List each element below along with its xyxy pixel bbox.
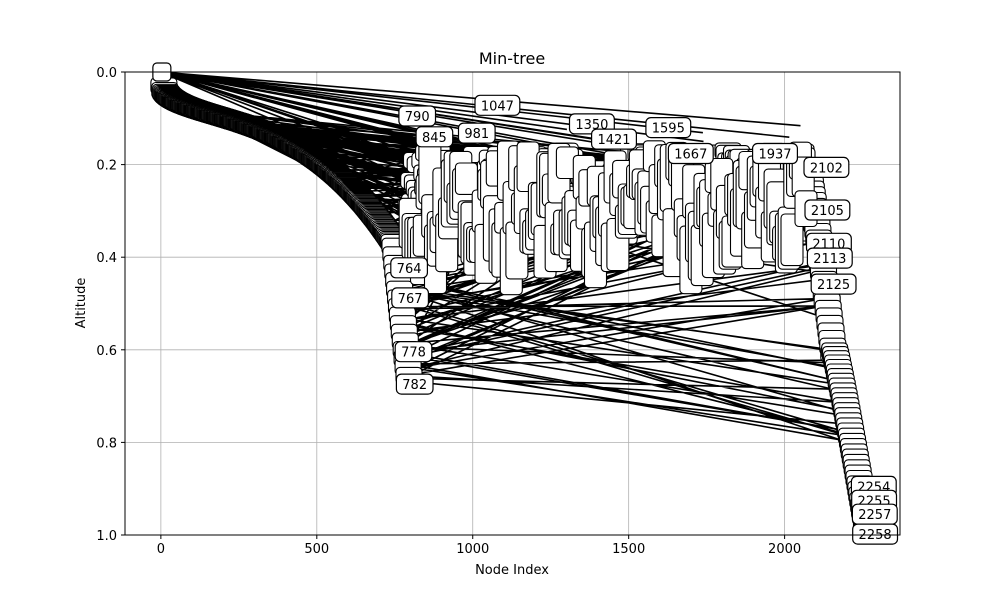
- node-label-box: [457, 122, 496, 144]
- node-label-box: [394, 341, 433, 363]
- node-label-2258: 2258: [852, 523, 899, 545]
- node-label-text: 1595: [652, 122, 685, 137]
- tree-nodes: [150, 62, 881, 537]
- node-label-text: 2105: [811, 204, 844, 219]
- y-tick-label: 0.6: [96, 344, 117, 359]
- node-label-2257: 2257: [851, 503, 898, 525]
- node-label-2105: 2105: [804, 199, 851, 221]
- node-label-box: [806, 247, 853, 269]
- node-label-box: [810, 273, 857, 295]
- node-label-text: 981: [464, 127, 489, 142]
- node-label-text: 2257: [858, 508, 891, 523]
- node-label-box: [803, 156, 850, 178]
- node-label-1667: 1667: [667, 142, 714, 165]
- node-label-text: 790: [405, 110, 430, 125]
- node-label-box: [390, 257, 428, 279]
- node-label-778: 778: [394, 341, 433, 363]
- node-label-767: 767: [391, 287, 429, 309]
- x-tick-label: 1500: [612, 542, 645, 557]
- x-tick-label: 0: [157, 542, 165, 557]
- node-label-box: [398, 105, 437, 127]
- y-tick-label: 0.8: [96, 436, 117, 451]
- chart-title: Min-tree: [479, 49, 545, 68]
- node-label-1937: 1937: [751, 142, 798, 165]
- node-label-2113: 2113: [806, 247, 853, 269]
- node-label-box: [645, 116, 692, 139]
- node-label-text: 1937: [758, 148, 791, 163]
- node-label-text: 2125: [817, 278, 850, 293]
- y-axis-label: Altitude: [74, 278, 89, 329]
- x-tick-label: 1000: [456, 542, 489, 557]
- node-label-box: [415, 126, 454, 148]
- node-label-981: 981: [457, 122, 496, 144]
- x-axis-label: Node Index: [475, 563, 549, 578]
- y-tick-label: 0.2: [96, 159, 117, 174]
- x-axis-ticks: 0 500 1000 1500 2000: [157, 535, 801, 557]
- node-label-text: 2258: [859, 528, 892, 543]
- node-label-text: 782: [402, 378, 427, 393]
- node-label-box: [667, 142, 714, 165]
- node-label-text: 764: [397, 262, 422, 277]
- node-label-1421: 1421: [590, 128, 637, 150]
- node-label-box: [751, 142, 798, 165]
- y-tick-label: 1.0: [96, 529, 117, 544]
- node-label-text: 1047: [481, 99, 514, 114]
- node-label-box: [804, 199, 851, 221]
- node-label-text: 1421: [597, 133, 630, 148]
- node-label-box: [590, 128, 637, 150]
- node-label-2125: 2125: [810, 273, 857, 295]
- node-label-text: 845: [422, 131, 447, 146]
- node-label-1595: 1595: [645, 116, 692, 139]
- node-label-box: [395, 373, 434, 395]
- node-label-2102: 2102: [803, 156, 850, 178]
- y-tick-label: 0.4: [96, 251, 117, 266]
- node-label-845: 845: [415, 126, 454, 148]
- node-label-text: 778: [401, 346, 426, 361]
- node-label-764: 764: [390, 257, 428, 279]
- node-label-box: [391, 287, 429, 309]
- y-tick-label: 0.0: [96, 66, 117, 81]
- node-label-box: [852, 523, 899, 545]
- x-tick-label: 2000: [768, 542, 801, 557]
- y-axis-ticks: 0.0 0.2 0.4 0.6 0.8 1.0: [96, 66, 125, 544]
- node-label-box: [474, 94, 521, 116]
- node-label-782: 782: [395, 373, 434, 395]
- node-label-text: 767: [398, 292, 423, 307]
- node-label-text: 2113: [813, 252, 846, 267]
- node-stack: [454, 162, 478, 195]
- x-tick-label: 500: [304, 542, 329, 557]
- node-label-text: 2102: [810, 161, 843, 176]
- node-label-790: 790: [398, 105, 437, 127]
- node-label-text: 1667: [674, 148, 707, 163]
- node-label-1047: 1047: [474, 94, 521, 116]
- node-stack: [780, 213, 804, 267]
- plot-frame: [124, 71, 901, 536]
